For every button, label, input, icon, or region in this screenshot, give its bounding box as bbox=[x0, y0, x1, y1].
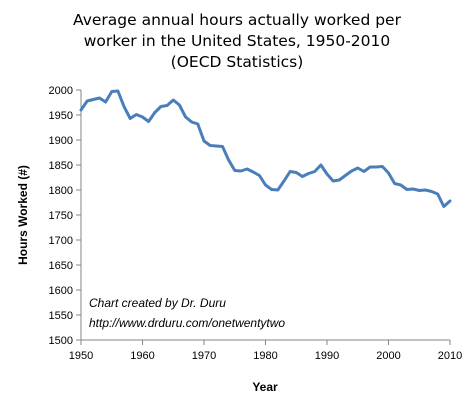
x-axis-title: Year bbox=[252, 380, 278, 394]
annotation-credit: Chart created by Dr. Duru bbox=[89, 296, 226, 310]
y-tick-label: 1650 bbox=[49, 260, 73, 272]
x-tick-label: 1980 bbox=[253, 350, 277, 362]
y-axis-ticks: 1500 1550 1600 1650 1700 1750 1800 1850 1900 1950… bbox=[49, 85, 81, 347]
chart-title-line-1: Average annual hours actually worked per bbox=[73, 11, 402, 29]
y-tick-label: 1750 bbox=[49, 210, 73, 222]
x-tick-label: 1990 bbox=[315, 350, 339, 362]
y-tick-label: 1950 bbox=[49, 110, 73, 122]
y-tick-label: 1600 bbox=[49, 285, 73, 297]
y-tick-label: 1850 bbox=[49, 160, 73, 172]
chart-title-line-2: worker in the United States, 1950-2010 bbox=[84, 32, 391, 50]
chart-title-line-3: (OECD Statistics) bbox=[171, 53, 304, 71]
series-line bbox=[79, 89, 452, 208]
y-tick-label: 1500 bbox=[49, 335, 73, 347]
y-tick-label: 1700 bbox=[49, 235, 73, 247]
x-axis-ticks: 1950 1960 1970 1980 1990 2000 2010 bbox=[69, 340, 462, 362]
y-tick-label: 1900 bbox=[49, 135, 73, 147]
x-tick-label: 2010 bbox=[438, 350, 462, 362]
annotation-url: http://www.drduru.com/onetwentytwo bbox=[89, 316, 285, 330]
y-tick-label: 1800 bbox=[49, 185, 73, 197]
y-axis-title: Hours Worked (#) bbox=[16, 165, 30, 265]
y-tick-label: 1550 bbox=[49, 310, 73, 322]
x-tick-label: 1970 bbox=[192, 350, 216, 362]
y-tick-label: 2000 bbox=[49, 85, 73, 97]
x-tick-label: 1950 bbox=[69, 350, 93, 362]
x-tick-label: 1960 bbox=[130, 350, 154, 362]
x-tick-label: 2000 bbox=[376, 350, 400, 362]
